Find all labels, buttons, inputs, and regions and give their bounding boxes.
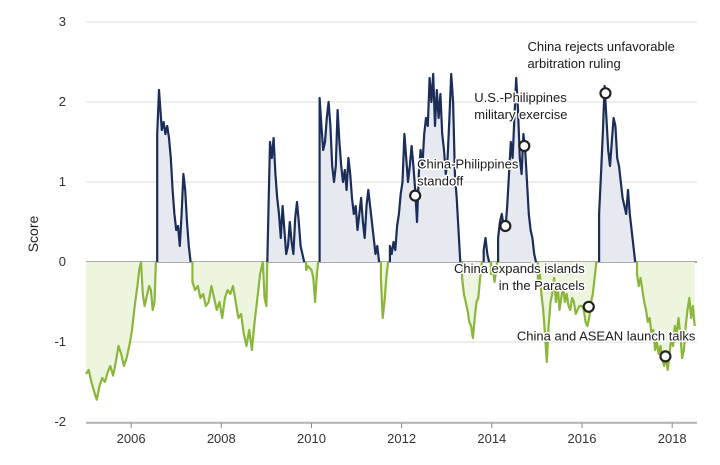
negative-area bbox=[637, 262, 695, 370]
y-tick-label: 3 bbox=[59, 14, 66, 29]
annotation-marker bbox=[499, 219, 512, 233]
annotation-marker bbox=[518, 139, 531, 153]
annotation-label: China and ASEAN launch talks bbox=[517, 328, 696, 343]
series-lines bbox=[85, 72, 696, 401]
x-tick-label: 2012 bbox=[387, 431, 416, 446]
annotation-label-line: in the Paracels bbox=[499, 278, 585, 293]
annotation-label: U.S.-Philippines military exercise bbox=[474, 90, 567, 122]
annotation-marker bbox=[582, 300, 595, 313]
annotation-label-line: military exercise bbox=[474, 107, 567, 122]
area-fills bbox=[86, 74, 695, 400]
annotation-marker bbox=[409, 189, 422, 202]
annotation-marker bbox=[599, 87, 612, 100]
annotation-label: China expands islands in the Paracels bbox=[454, 261, 585, 293]
positive-series-line bbox=[597, 84, 637, 263]
annotation-label-line: China-Philippines bbox=[417, 157, 519, 172]
y-tick-label: -2 bbox=[54, 414, 66, 429]
positive-series-line bbox=[318, 96, 381, 263]
negative-area bbox=[86, 262, 156, 400]
annotation-labels: China-Philippines standoff U.S.-Philippine… bbox=[416, 38, 698, 345]
y-tick-label: 2 bbox=[59, 94, 66, 109]
negative-series-line bbox=[305, 261, 320, 304]
x-tick-label: 2018 bbox=[658, 431, 687, 446]
positive-series-line bbox=[482, 236, 491, 263]
positive-area bbox=[498, 78, 536, 262]
y-tick-label: 1 bbox=[59, 174, 66, 189]
annotation-label: China rejects unfavorable arbitration rul… bbox=[527, 39, 674, 71]
x-tick-label: 2008 bbox=[207, 431, 236, 446]
positive-area bbox=[319, 98, 380, 262]
negative-series-line bbox=[489, 261, 499, 284]
positive-area bbox=[599, 86, 636, 262]
annotation-label: China-Philippines standoff bbox=[417, 157, 519, 189]
annotation-label-line: standoff bbox=[417, 174, 463, 189]
annotation-label-line: arbitration ruling bbox=[527, 56, 620, 71]
y-tick-label: 0 bbox=[59, 254, 66, 269]
positive-series-line bbox=[156, 88, 192, 263]
x-tick-label: 2016 bbox=[568, 431, 597, 446]
annotation-label-line: China and ASEAN launch talks bbox=[517, 328, 696, 343]
annotation-marker bbox=[659, 350, 672, 363]
y-tick-label: -1 bbox=[54, 334, 66, 349]
positive-area bbox=[389, 74, 461, 262]
annotation-markers bbox=[409, 87, 672, 363]
y-axis-label: Score bbox=[25, 216, 41, 253]
positive-series-line bbox=[266, 136, 306, 263]
positive-area bbox=[157, 90, 191, 262]
positive-series-line bbox=[388, 72, 462, 263]
negative-area bbox=[192, 262, 268, 350]
annotation-label-line: U.S.-Philippines bbox=[474, 90, 567, 105]
x-tick-label: 2006 bbox=[117, 431, 146, 446]
annotation-label-line: China expands islands bbox=[454, 261, 585, 276]
negative-series-line bbox=[85, 260, 157, 401]
negative-series-line bbox=[461, 261, 483, 340]
negative-series-line bbox=[379, 261, 390, 320]
x-tick-label: 2010 bbox=[297, 431, 326, 446]
negative-series-line bbox=[191, 260, 269, 352]
negative-series-line bbox=[536, 261, 598, 364]
negative-area bbox=[462, 262, 482, 338]
x-tick-label: 2014 bbox=[477, 431, 506, 446]
annotation-label-line: China rejects unfavorable bbox=[527, 39, 674, 54]
axes: -2 -1 0 1 2 3 2006 2008 2010 2012 2014 2016 2018 bbox=[54, 14, 697, 446]
